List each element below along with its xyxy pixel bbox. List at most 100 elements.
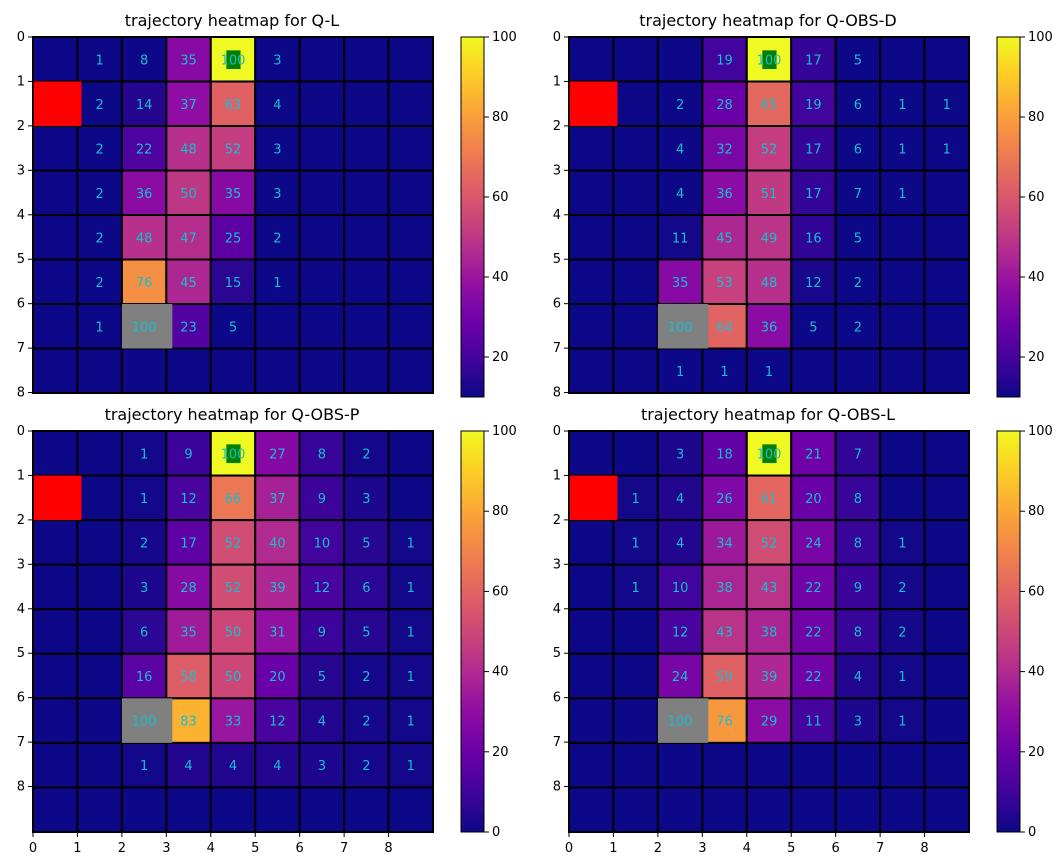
heatmap-cell xyxy=(76,347,123,394)
cell-value-label: 8 xyxy=(318,447,326,462)
cell-value-label: 34 xyxy=(716,536,733,551)
heatmap-cell xyxy=(343,169,390,216)
cell-value-label: 100 xyxy=(757,53,782,68)
cell-value-label: 25 xyxy=(225,231,242,246)
heatmap-cell xyxy=(923,347,970,394)
cell-value-label: 6 xyxy=(854,142,862,157)
heatmap-cell xyxy=(387,258,434,305)
heatmap-cell xyxy=(76,741,123,789)
colorbar-tick-label: 60 xyxy=(492,190,509,205)
y-tick-label: 6 xyxy=(553,297,561,312)
heatmap-cell xyxy=(568,697,615,744)
heatmap-cell xyxy=(387,347,434,394)
cell-value-label: 8 xyxy=(854,626,862,641)
heatmap-cell xyxy=(701,125,748,172)
colorbar-tick-label: 60 xyxy=(1028,584,1045,599)
heatmap-cell xyxy=(568,563,615,611)
cell-value-label: 48 xyxy=(180,142,197,157)
heatmap-cell xyxy=(790,80,837,127)
heatmap-cell xyxy=(209,80,257,127)
cell-value-label: 63 xyxy=(225,98,242,113)
cell-value-label: 36 xyxy=(761,320,778,335)
heatmap-cell xyxy=(32,303,79,350)
heatmap-cell xyxy=(76,169,123,216)
y-tick-label: 7 xyxy=(17,341,25,356)
heatmap-cell xyxy=(834,303,882,350)
heatmap-cell xyxy=(612,258,659,305)
cell-value-label: 48 xyxy=(761,276,778,291)
y-tick-label: 5 xyxy=(553,646,561,661)
heatmap-cell xyxy=(76,786,123,834)
cell-value-label: 17 xyxy=(805,142,822,157)
cell-value-label: 83 xyxy=(180,715,197,730)
cell-value-label: 5 xyxy=(362,626,370,641)
y-tick-label: 1 xyxy=(17,468,25,483)
colorbar: 0 20 40 60 80 100 xyxy=(460,424,517,840)
panel-title: trajectory heatmap for Q-OBS-P xyxy=(105,405,360,424)
heatmap-cell xyxy=(209,563,257,611)
heatmap-cell xyxy=(745,608,793,655)
colorbar-tick-label: 20 xyxy=(492,350,509,365)
heatmap-cell xyxy=(32,786,79,834)
heatmap-cell xyxy=(387,563,434,611)
cell-value-label: 10 xyxy=(314,536,331,551)
cell-value-label: 3 xyxy=(318,759,326,774)
heatmap-cell xyxy=(76,125,123,172)
heatmap-cell xyxy=(209,608,257,655)
heatmap-cell xyxy=(343,697,390,744)
heatmap-cell xyxy=(120,563,168,611)
colorbar-tick-label: 100 xyxy=(492,30,517,45)
heatmap-cell xyxy=(923,214,970,261)
y-tick-label: 6 xyxy=(553,691,561,706)
cell-value-label: 2 xyxy=(676,98,684,113)
heatmap-cell xyxy=(612,303,659,350)
cell-value-label: 33 xyxy=(225,715,242,730)
cell-value-label: 59 xyxy=(716,670,733,685)
heatmap-cell xyxy=(32,347,79,394)
cell-value-label: 2 xyxy=(362,715,370,730)
heatmap-cell xyxy=(612,214,659,261)
x-tick-label: 6 xyxy=(832,841,840,856)
heatmap-cell xyxy=(745,258,793,305)
cell-value-label: 1 xyxy=(898,142,906,157)
y-tick-label: 1 xyxy=(17,74,25,89)
cell-value-label: 9 xyxy=(854,581,862,596)
heatmap-cell xyxy=(745,786,793,834)
heatmap-cell xyxy=(568,519,615,566)
x-tick-label: 5 xyxy=(787,841,795,856)
colorbar-tick-label: 20 xyxy=(1028,745,1045,760)
panel-title: trajectory heatmap for Q-L xyxy=(125,11,340,30)
obstacle-cell xyxy=(569,475,618,521)
x-tick-label: 6 xyxy=(296,841,304,856)
cell-value-label: 64 xyxy=(716,320,733,335)
colorbar-gradient xyxy=(996,36,1021,398)
heatmap-cell xyxy=(879,125,926,172)
heatmap-cell xyxy=(834,519,882,566)
cell-value-label: 2 xyxy=(898,626,906,641)
cell-value-label: 11 xyxy=(805,715,822,730)
cell-value-label: 12 xyxy=(269,715,286,730)
cell-value-label: 1 xyxy=(632,581,640,596)
heatmap-cell xyxy=(32,563,79,611)
y-tick-label: 3 xyxy=(553,557,561,572)
cell-value-label: 31 xyxy=(269,626,286,641)
heatmap-cell xyxy=(568,36,615,83)
heatmap-cell xyxy=(343,347,390,394)
y-tick-label: 8 xyxy=(17,780,25,795)
goal-marker xyxy=(226,50,241,70)
heatmap-cell xyxy=(32,258,79,305)
heatmap-cell xyxy=(165,347,212,394)
heatmap-cell xyxy=(254,303,301,350)
colorbar-tick-label: 60 xyxy=(492,584,509,599)
cell-value-label: 45 xyxy=(180,276,197,291)
heatmap-cell xyxy=(120,608,168,655)
heatmap-cell xyxy=(298,741,346,789)
cell-value-label: 22 xyxy=(136,142,153,157)
heatmap-cell xyxy=(879,608,926,655)
cell-value-label: 22 xyxy=(805,626,822,641)
heatmap-cell xyxy=(923,36,970,83)
heatmap-cell xyxy=(298,214,346,261)
cell-value-label: 3 xyxy=(362,492,370,507)
heatmap-cell xyxy=(790,697,837,744)
colorbar-gradient xyxy=(996,430,1021,833)
